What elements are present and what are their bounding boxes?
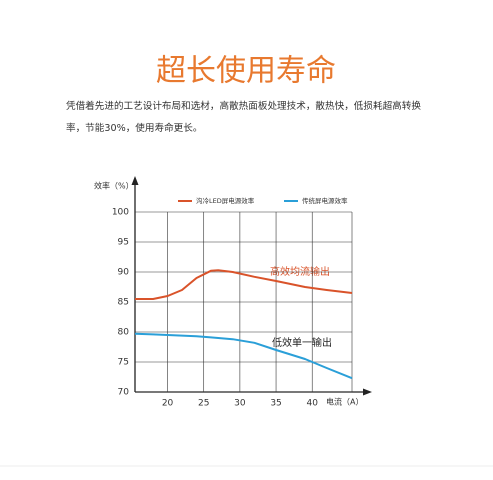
y-tick-label: 85 [118, 298, 129, 308]
x-axis-label: 电流（A） [326, 397, 363, 407]
y-tick-label: 100 [112, 208, 129, 218]
y-axis-label: 效率（%） [94, 181, 134, 191]
series-line [134, 332, 353, 380]
title: 超长使用寿命 [156, 54, 336, 89]
arrow [131, 176, 139, 185]
description: 率，节能30%，使用寿命更长。 [66, 122, 202, 134]
y-tick-label: 80 [118, 328, 130, 338]
x-tick-label: 25 [198, 399, 209, 409]
y-tick-label: 70 [118, 388, 130, 398]
arrow [363, 388, 372, 396]
legend-label: 沟冷LED屏电源效率 [196, 196, 255, 205]
x-tick-label: 20 [162, 399, 174, 409]
description: 凭借着先进的工艺设计布局和选材，高散热面板处理技术，散热快，低损耗超高转换 [66, 100, 421, 112]
x-tick-label: 35 [270, 399, 281, 409]
annotation: 高效均流输出 [270, 265, 330, 278]
series-line [135, 269, 353, 300]
legend-label: 传统屏电源效率 [302, 196, 348, 205]
annotation: 低效单一输出 [272, 336, 332, 349]
y-tick-label: 75 [118, 358, 129, 368]
x-tick-label: 30 [234, 399, 246, 409]
x-tick-label: 40 [306, 399, 318, 409]
y-tick-label: 90 [118, 268, 130, 278]
y-tick-label: 95 [118, 238, 129, 248]
